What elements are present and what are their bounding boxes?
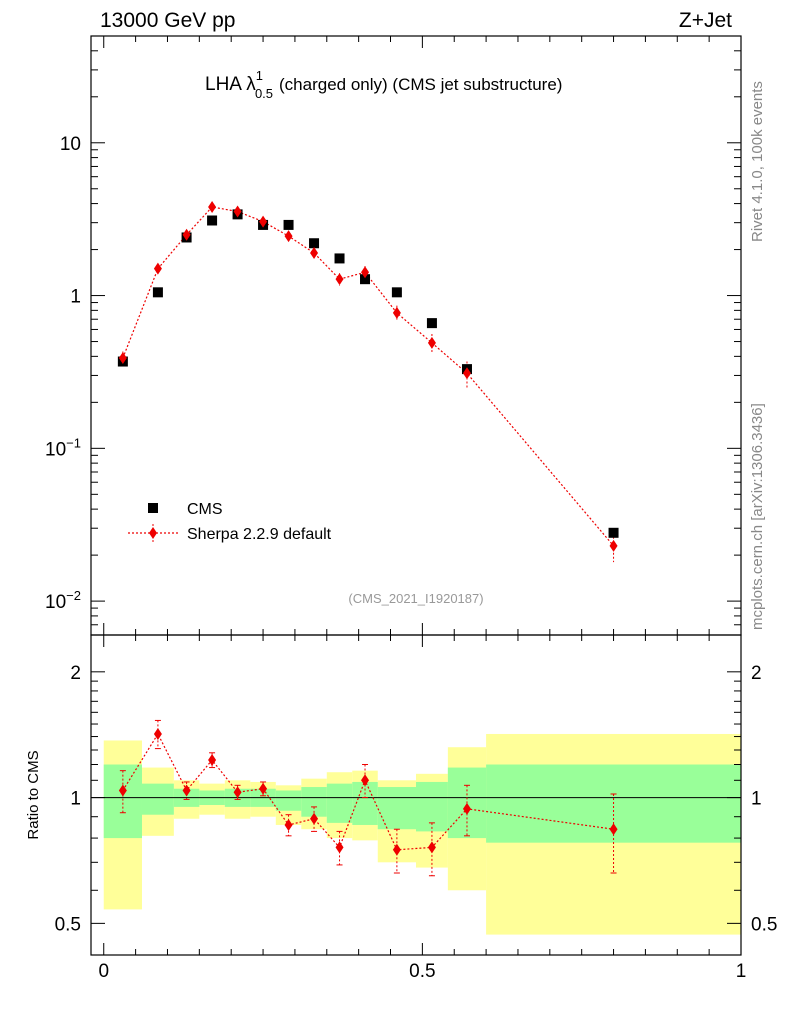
mc-point (392, 306, 401, 319)
ratio-mc-point (233, 786, 242, 799)
ratio-panel: 0 0.5 1 0.5 0.5 1 1 2 2 (55, 634, 777, 982)
data-point (608, 527, 619, 538)
plot-title-sup: 1 (256, 68, 263, 83)
y-tick-label: 1 (70, 287, 81, 308)
mc-point (153, 262, 162, 275)
legend-data-marker (148, 503, 158, 513)
plot-title-rest: (charged only) (CMS jet substructure) (279, 75, 562, 94)
data-point (334, 253, 345, 264)
ratio-y-axis-label: Ratio to CMS (25, 750, 42, 839)
ratio-mc-point (310, 812, 319, 825)
mc-point (284, 230, 293, 243)
ratio-y-tick-label: 0.5 (55, 914, 81, 935)
mc-point (609, 539, 618, 552)
plot-title: LHA λ1 0.5 (charged only) (CMS jet substru… (205, 68, 562, 101)
ratio-mc-point (208, 754, 217, 767)
mc-point (462, 367, 471, 380)
y-tick-label: 10−2 (45, 588, 81, 613)
mc-point (208, 200, 217, 213)
rivet-version-label: Rivet 4.1.0, 100k events (749, 81, 766, 242)
analysis-id: (CMS_2021_I1920187) (348, 591, 483, 606)
ratio-y-tick-label-right: 0.5 (751, 914, 777, 935)
mc-series-line (122, 206, 615, 547)
mc-point (259, 215, 268, 228)
ratio-mc-line (122, 732, 614, 851)
ratio-mc-point (392, 843, 401, 856)
mc-point (310, 246, 319, 259)
ratio-y-tick-label: 1 (70, 789, 81, 810)
mc-point (427, 336, 436, 349)
mc-point (118, 352, 127, 365)
data-point (283, 219, 294, 230)
main-plot-frame (90, 35, 742, 636)
ratio-mc-point (118, 784, 127, 797)
ratio-y-tick-label-right: 1 (751, 789, 762, 810)
ratio-band-inner (377, 787, 416, 830)
main-panel: 10−2 10−1 1 10 CMS Sherpa 2.2.9 default (45, 35, 742, 636)
ratio-mc-point (462, 802, 471, 815)
data-point (309, 238, 320, 249)
data-point (207, 215, 218, 226)
ratio-band-inner (275, 790, 302, 811)
ratio-mc-point (609, 823, 618, 836)
legend-data-label: CMS (187, 501, 223, 518)
legend-mc-marker (149, 527, 157, 539)
header-process-label: Z+Jet (679, 9, 732, 32)
x-tick-label: 1 (736, 961, 747, 982)
mcplots-reference-label: mcplots.cern.ch [arXiv:1306.3436] (749, 403, 766, 630)
ratio-mc-point (427, 841, 436, 854)
legend-mc-label: Sherpa 2.2.9 default (187, 526, 332, 543)
ratio-band-inner (141, 783, 174, 815)
ratio-mc-point (259, 782, 268, 795)
plot-title-main: LHA λ (205, 74, 256, 95)
mc-point (233, 205, 242, 218)
data-point (426, 318, 437, 329)
ratio-y-tick-label-right: 2 (751, 663, 762, 684)
x-tick-label: 0 (98, 961, 109, 982)
mc-point (361, 266, 370, 279)
ratio-plot-frame (90, 634, 742, 956)
ratio-band-inner (326, 783, 353, 823)
plot-title-sub: 0.5 (255, 86, 273, 101)
data-point (152, 287, 163, 298)
data-point (360, 274, 371, 285)
ratio-mc-point (361, 774, 370, 787)
ratio-mc-point (153, 727, 162, 740)
ratio-y-tick-label: 2 (70, 663, 81, 684)
x-tick-label: 0.5 (409, 961, 435, 982)
header-energy-label: 13000 GeV pp (100, 9, 235, 32)
y-tick-label: 10 (60, 134, 81, 155)
y-tick-label: 10−1 (45, 435, 81, 460)
mc-point (335, 273, 344, 286)
mc-point (182, 228, 191, 241)
ratio-band-inner (103, 764, 142, 839)
data-point (391, 287, 402, 298)
ratio-mc-point (182, 784, 191, 797)
ratio-mc-point (284, 818, 293, 831)
ratio-mc-point (335, 841, 344, 854)
